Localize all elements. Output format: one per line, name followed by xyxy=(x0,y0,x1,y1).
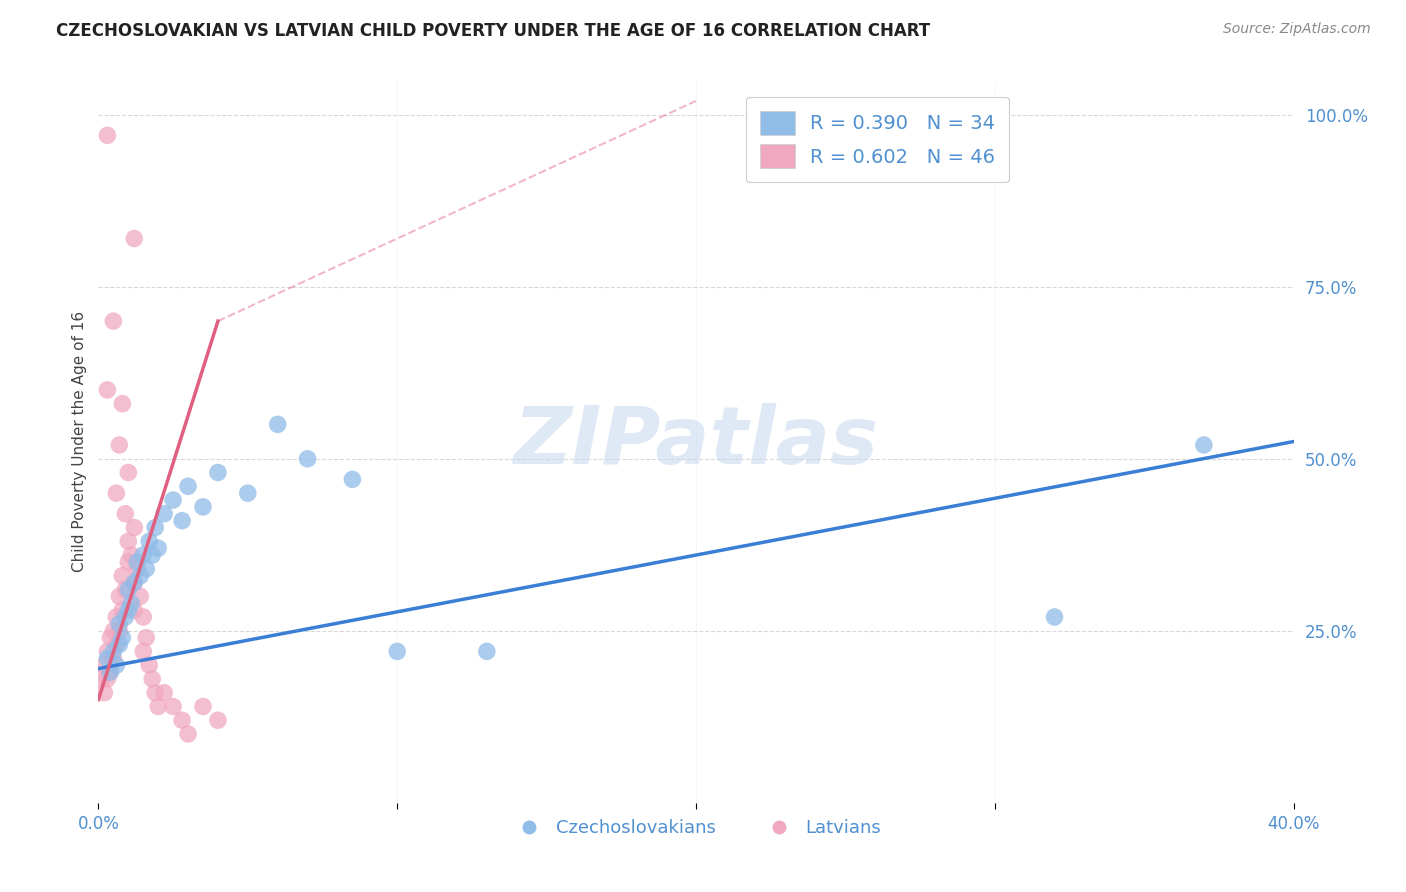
Point xyxy=(98,665,122,679)
Point xyxy=(93,658,115,673)
Point xyxy=(105,658,128,673)
Point xyxy=(172,514,194,528)
Point xyxy=(267,417,290,432)
Point xyxy=(105,610,128,624)
Point xyxy=(120,548,142,562)
Point xyxy=(90,672,112,686)
Point xyxy=(111,568,134,582)
Point xyxy=(96,644,118,658)
Point xyxy=(1043,610,1066,624)
Point xyxy=(117,555,139,569)
Point xyxy=(117,582,139,597)
Point xyxy=(124,575,146,590)
Y-axis label: Child Poverty Under the Age of 16: Child Poverty Under the Age of 16 xyxy=(72,311,87,572)
Point xyxy=(153,686,176,700)
Point xyxy=(114,507,136,521)
Point xyxy=(138,534,160,549)
Point xyxy=(143,686,166,700)
Point xyxy=(191,500,214,514)
Point xyxy=(98,631,122,645)
Point xyxy=(132,548,155,562)
Point xyxy=(117,534,139,549)
Point xyxy=(105,486,128,500)
Point xyxy=(117,603,139,617)
Point xyxy=(153,507,176,521)
Point xyxy=(148,699,170,714)
Point xyxy=(129,590,152,604)
Point xyxy=(129,568,152,582)
Point xyxy=(141,548,163,562)
Point xyxy=(143,520,166,534)
Point xyxy=(96,651,118,665)
Point xyxy=(96,128,118,143)
Point xyxy=(96,383,118,397)
Point xyxy=(342,472,364,486)
Point xyxy=(385,644,409,658)
Point xyxy=(177,479,200,493)
Point xyxy=(162,699,184,714)
Point xyxy=(108,438,131,452)
Point xyxy=(141,672,163,686)
Point xyxy=(135,631,157,645)
Point xyxy=(103,651,125,665)
Point xyxy=(127,555,149,569)
Point xyxy=(108,638,131,652)
Point xyxy=(120,596,142,610)
Point xyxy=(172,713,194,727)
Point xyxy=(148,541,170,556)
Point xyxy=(207,466,229,480)
Point xyxy=(207,713,229,727)
Point xyxy=(124,520,146,534)
Point xyxy=(162,493,184,508)
Point xyxy=(105,638,128,652)
Point xyxy=(1192,438,1215,452)
Point xyxy=(124,575,146,590)
Point xyxy=(103,644,125,658)
Legend: Czechoslovakians, Latvians: Czechoslovakians, Latvians xyxy=(503,812,889,845)
Point xyxy=(132,610,155,624)
Point xyxy=(108,616,131,631)
Point xyxy=(111,631,134,645)
Point xyxy=(117,466,139,480)
Point xyxy=(103,624,125,638)
Point xyxy=(138,658,160,673)
Point xyxy=(297,451,319,466)
Point xyxy=(127,562,149,576)
Point xyxy=(98,665,122,679)
Point xyxy=(111,603,134,617)
Point xyxy=(124,231,146,245)
Point xyxy=(135,562,157,576)
Point xyxy=(177,727,200,741)
Point xyxy=(103,314,125,328)
Point xyxy=(114,582,136,597)
Point xyxy=(132,644,155,658)
Text: CZECHOSLOVAKIAN VS LATVIAN CHILD POVERTY UNDER THE AGE OF 16 CORRELATION CHART: CZECHOSLOVAKIAN VS LATVIAN CHILD POVERTY… xyxy=(56,22,931,40)
Point xyxy=(96,672,118,686)
Point xyxy=(93,686,115,700)
Text: ZIPatlas: ZIPatlas xyxy=(513,402,879,481)
Point xyxy=(111,397,134,411)
Point xyxy=(108,590,131,604)
Point xyxy=(475,644,498,658)
Point xyxy=(124,603,146,617)
Point xyxy=(108,624,131,638)
Point xyxy=(114,610,136,624)
Text: Source: ZipAtlas.com: Source: ZipAtlas.com xyxy=(1223,22,1371,37)
Point xyxy=(236,486,259,500)
Point xyxy=(191,699,214,714)
